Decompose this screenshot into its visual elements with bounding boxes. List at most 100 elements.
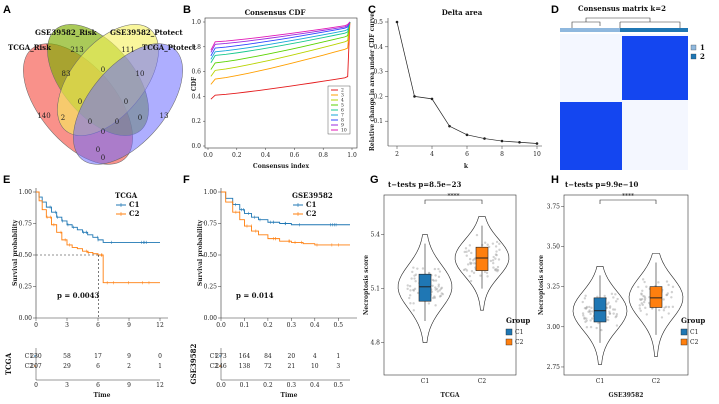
risk-row-label: C2 — [210, 363, 219, 370]
jitter-point — [472, 259, 475, 262]
jitter-point — [585, 319, 588, 322]
x-tick-label: 0.2 — [263, 382, 273, 389]
venn-diagram: TCGA_Risk GSE39582_Risk GSE39582_Ptotect… — [8, 24, 197, 165]
jitter-point — [406, 287, 409, 291]
x-tick-label: 0 — [34, 382, 38, 389]
significance-bracket — [424, 199, 483, 204]
violin-plot-gse39582: t−tests p=9.9e−10 C1 C2****2.753.003.253.… — [538, 180, 705, 399]
jitter-point — [670, 296, 673, 299]
venn-set-label-1: TCGA_Risk — [8, 43, 51, 52]
data-point — [413, 95, 416, 98]
x-tick-label: 8 — [500, 151, 504, 158]
jitter-point — [483, 241, 487, 244]
jitter-point — [585, 325, 589, 329]
legend-label: 2 — [341, 88, 344, 94]
jitter-point — [584, 307, 588, 310]
jitter-point — [491, 259, 495, 262]
jitter-point — [410, 277, 413, 280]
y-tick-label: 0.4 — [373, 44, 383, 51]
y-axis-label: Survival probability — [197, 219, 204, 286]
jitter-point — [486, 275, 489, 278]
jitter-point — [608, 306, 612, 309]
box-c2 — [475, 246, 489, 271]
x-tick-label: 6 — [96, 322, 100, 329]
jitter-point — [495, 268, 498, 271]
delta-line — [396, 21, 538, 144]
venn-count: 2 — [61, 114, 65, 122]
jitter-point — [584, 320, 587, 324]
jitter-point — [643, 297, 647, 300]
jitter-point — [585, 305, 589, 309]
y-tick-label: 0.0 — [191, 143, 201, 150]
jitter-point — [485, 271, 489, 275]
jitter-point — [473, 262, 476, 265]
x-axis-label: Consensus index — [253, 163, 310, 170]
y-tick-label: 3.00 — [547, 324, 561, 331]
jitter-point — [412, 288, 415, 292]
jitter-point — [434, 288, 437, 291]
y-tick-label: 1.0 — [191, 19, 201, 26]
x-tick-label: 1.0 — [347, 152, 357, 159]
jitter-point — [614, 293, 617, 296]
data-point — [500, 139, 504, 143]
y-tick-label: 0.50 — [19, 252, 33, 259]
x-tick-label: 0.1 — [240, 322, 250, 329]
jitter-point — [496, 265, 500, 269]
risk-count: 9 — [127, 353, 131, 360]
panel-label-g: G — [370, 174, 379, 186]
x-axis-label: TCGA — [440, 392, 459, 399]
consensus-cdf-chart: Consensus CDF 0.0 0.2 0.4 0.6 0.8 1.0 0.0 0.2 0.… — [191, 8, 358, 170]
jitter-point — [608, 305, 612, 308]
jitter-point — [416, 267, 419, 270]
x-tick-label: 0.0 — [216, 322, 226, 329]
y-axis-label: Necroptosis score — [538, 255, 545, 315]
x-axis-label: Time — [94, 392, 111, 399]
jitter-point — [463, 250, 466, 254]
y-tick-label: 3.50 — [547, 243, 561, 250]
panel-label-a: A — [3, 4, 11, 16]
y-tick-label: 0.2 — [191, 118, 201, 125]
jitter-point — [465, 250, 468, 254]
y-tick-label: 4.8 — [370, 340, 380, 347]
jitter-point — [600, 328, 603, 332]
legend-label: 8 — [341, 118, 344, 124]
x-tick-label: 0.4 — [261, 152, 271, 159]
jitter-point — [597, 321, 600, 325]
y-tick-label: 0.3 — [373, 69, 383, 76]
jitter-point — [585, 317, 588, 320]
jitter-point — [607, 318, 610, 322]
jitter-point — [438, 295, 442, 298]
box-c1 — [593, 297, 607, 323]
x-tick-label: 0 — [34, 322, 38, 329]
jitter-point — [434, 304, 437, 307]
jitter-point — [434, 279, 438, 282]
jitter-point — [408, 296, 411, 300]
jitter-point — [440, 292, 443, 295]
x-tick-label: 12 — [156, 322, 164, 329]
venn-set-4 — [73, 43, 183, 165]
x-tick-label: 0.1 — [240, 382, 250, 389]
y-tick-label: 5.4 — [370, 232, 380, 239]
jitter-point — [469, 279, 473, 283]
violin-plot-tcga: t−tests p=8.5e−23 C1 C2****4.85.15.4 TCGA… — [363, 180, 530, 399]
cdf-series-k7 — [210, 21, 351, 60]
x-tick-label: 3 — [65, 322, 69, 329]
y-tick-label: 3.25 — [547, 284, 561, 291]
risk-count: 72 — [264, 363, 272, 370]
jitter-point — [414, 279, 417, 283]
x-tick-label: C1 — [421, 378, 429, 385]
risk-table-label: GSE39582 — [189, 344, 198, 385]
jitter-point — [608, 310, 611, 313]
jitter-point — [438, 270, 442, 273]
risk-count: 58 — [63, 353, 71, 360]
jitter-point — [614, 315, 617, 319]
jitter-point — [494, 245, 498, 248]
panel-label-d: D — [551, 4, 559, 16]
x-tick-label: 0.0 — [216, 382, 226, 389]
x-tick-label: 12 — [156, 382, 164, 389]
y-tick-label: 0.25 — [204, 284, 218, 291]
legend-label: 1 — [700, 43, 705, 52]
